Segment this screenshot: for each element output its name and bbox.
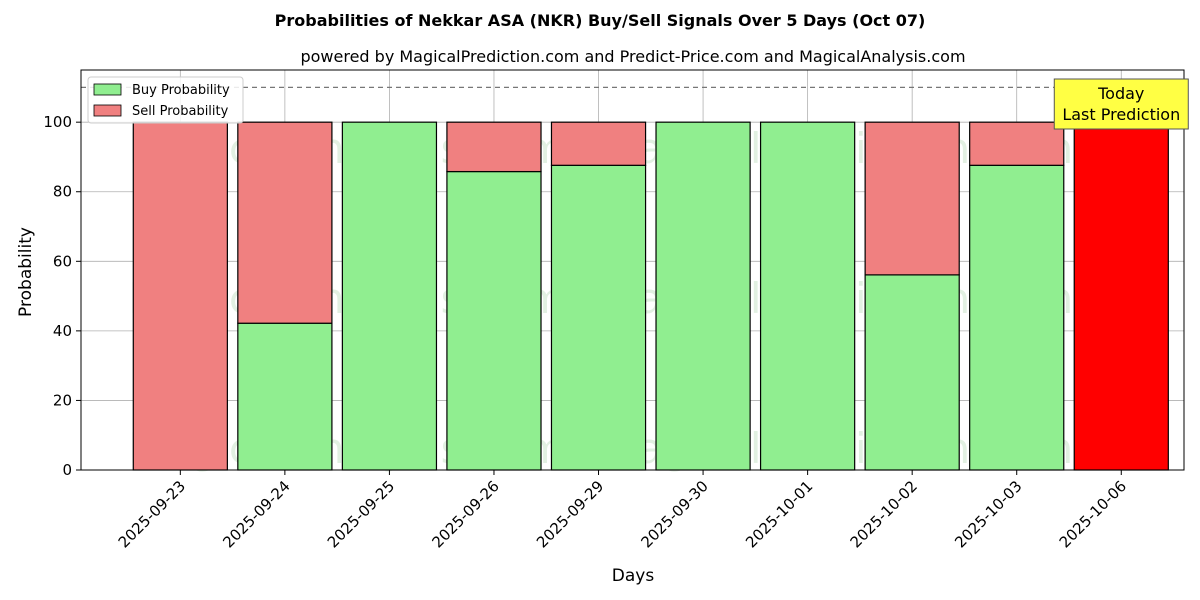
sell-bar [132,121,228,471]
plot-frame [80,69,1185,471]
legend-label: Sell Probability [132,104,229,119]
buy-bar [864,274,960,471]
buy-bar [550,164,647,471]
annotation-text: Today [1097,84,1144,103]
sell-bar [969,121,1065,166]
y-tick-label: 100 [43,113,72,131]
y-tick-label: 0 [62,461,72,479]
y-tick-label: 20 [53,391,72,409]
x-tick-label: 2025-09-25 [324,477,398,551]
y-axis-label: Probability [16,227,36,317]
buy-bar [446,170,542,471]
buy-bar [237,322,333,471]
legend-swatch [93,104,122,117]
x-tick-label: 2025-09-29 [533,477,607,551]
x-tick-label: 2025-10-02 [847,477,921,551]
x-tick-label: 2025-09-30 [638,477,712,551]
x-tick-label: 2025-09-23 [115,477,189,551]
legend-label: Buy Probability [132,83,230,98]
x-axis-label: Days [612,566,655,586]
highlighted-sell-bar [1073,121,1169,471]
sell-bar [864,121,960,276]
annotation-box [1053,78,1189,130]
x-tick-label: 2025-10-03 [951,477,1025,551]
sell-bar [237,121,333,324]
legend-box [87,76,244,124]
x-tick-label: 2025-10-01 [742,477,816,551]
sell-bar [446,121,542,173]
buy-bar [759,121,856,471]
chart-title: Probabilities of Nekkar ASA (NKR) Buy/Se… [275,11,926,30]
legend-swatch [93,83,122,96]
buy-bar [341,121,438,471]
y-tick-label: 80 [53,183,72,201]
x-tick-label: 2025-09-24 [219,477,293,551]
annotation-text: Last Prediction [1062,105,1180,124]
chart-subtitle: powered by MagicalPrediction.com and Pre… [300,47,965,66]
buy-bar [655,121,751,471]
x-tick-label: 2025-09-26 [428,477,502,551]
sell-bar [550,121,647,166]
buy-bar [969,164,1065,471]
y-tick-label: 40 [53,322,72,340]
x-tick-label: 2025-10-06 [1056,477,1130,551]
y-tick-label: 60 [53,252,72,270]
